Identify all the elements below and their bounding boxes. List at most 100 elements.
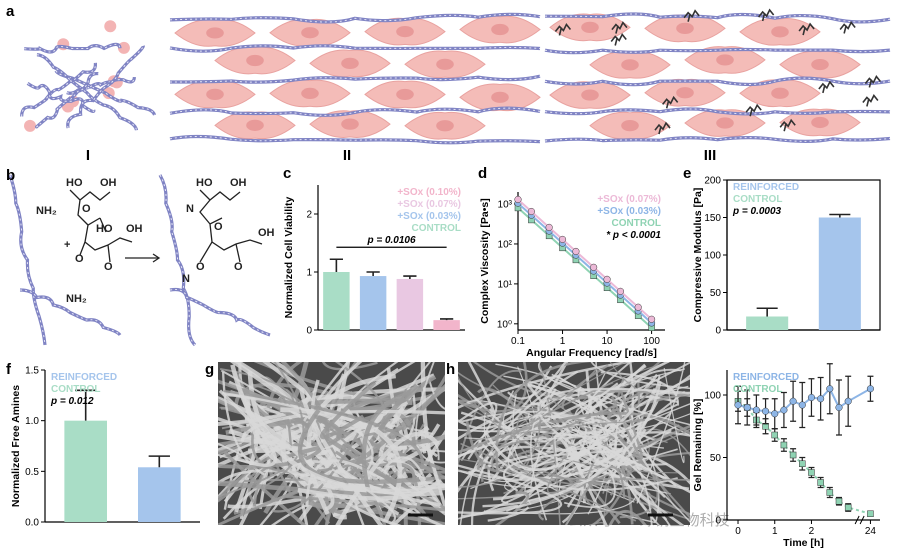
x-axis-label: Angular Frequency [rad/s] <box>526 347 657 359</box>
polymer-chain <box>544 12 891 24</box>
point <box>826 385 834 393</box>
point <box>817 479 824 486</box>
fiber <box>471 421 641 441</box>
fiber <box>458 369 522 468</box>
nucleus <box>716 54 734 66</box>
y-tick-label: 1.5 <box>25 366 39 377</box>
point <box>590 263 598 271</box>
polymer-chain <box>26 82 96 113</box>
polymer-chain-twist <box>19 289 121 336</box>
polymer-chain <box>544 47 891 55</box>
crosslinker <box>839 21 856 34</box>
y-axis-label: Normalized Cell Viability <box>283 196 295 318</box>
y-tick-label: 10³ <box>498 200 513 211</box>
legend-entry: +SOx (0.03%) <box>597 206 661 217</box>
nucleus <box>811 58 829 71</box>
legend-entry: REINFORCED <box>733 372 799 383</box>
chem-label: N <box>182 273 190 285</box>
point <box>634 303 642 311</box>
x-tick-label: 0.1 <box>511 336 525 347</box>
y-tick-label: 200 <box>704 176 721 187</box>
annotation: * p < 0.0001 <box>606 230 661 241</box>
fiber <box>569 403 690 450</box>
chem-label: O <box>104 261 113 273</box>
fiber <box>218 389 277 467</box>
y-axis-label: Compressive Modulus [Pa] <box>692 188 704 323</box>
polymer-chain-twist <box>67 45 144 129</box>
x-axis-label: Time [h] <box>783 537 824 549</box>
nucleus <box>621 59 639 71</box>
chem-label: OH <box>230 177 247 189</box>
point <box>752 406 760 414</box>
fiber <box>230 364 445 494</box>
fiber <box>483 457 631 489</box>
chem-label: NH₂ <box>36 205 57 217</box>
sem-image <box>458 362 690 525</box>
fiber <box>503 450 621 492</box>
legend-entry: CONTROL <box>733 384 782 395</box>
polymer-chain-twist <box>169 13 541 23</box>
y-tick-label: 1 <box>306 268 312 279</box>
fiber <box>458 375 678 474</box>
nucleus <box>811 116 829 129</box>
chemistry-scheme <box>69 189 263 263</box>
nucleus <box>676 87 694 99</box>
chem-label: OH <box>258 227 275 239</box>
nucleus <box>396 88 414 101</box>
fiber <box>592 415 654 475</box>
panel-label: b <box>6 167 15 184</box>
nucleus <box>341 118 359 130</box>
point <box>798 401 806 409</box>
point <box>867 510 874 517</box>
nucleus <box>301 27 319 39</box>
fiber <box>286 494 445 512</box>
particle <box>117 41 130 54</box>
x-tick-label: 24 <box>865 526 877 537</box>
chem-label: OH <box>126 223 143 235</box>
point <box>603 275 611 283</box>
polymer-chain-twist <box>159 174 196 346</box>
fiber <box>320 380 377 440</box>
nucleus <box>206 88 224 100</box>
polymer-chain-twist <box>169 135 541 144</box>
legend-entry: +SOx (0.10%) <box>397 187 461 198</box>
x-tick-label: 1 <box>772 526 778 537</box>
fiber <box>221 371 265 476</box>
nucleus <box>491 91 509 103</box>
schematic-label: I <box>86 147 90 164</box>
y-axis-label: Gel Remaining [%] <box>692 399 704 492</box>
fiber <box>335 431 440 525</box>
point <box>743 403 751 412</box>
polymer-chain-twist <box>169 75 541 83</box>
point <box>835 498 843 505</box>
crosslinker <box>745 103 762 117</box>
crosslinker <box>654 121 671 135</box>
polymer-chain-twist <box>24 43 121 53</box>
polymer-chain <box>544 76 891 87</box>
chem-label: HO <box>196 177 213 189</box>
fiber <box>223 389 425 470</box>
x-tick-label: 1 <box>560 336 566 347</box>
sem-image <box>218 362 445 525</box>
legend-entry: CONTROL <box>412 223 461 234</box>
fiber <box>563 469 616 508</box>
nucleus <box>676 22 694 34</box>
crosslinker <box>611 21 628 34</box>
error-bar <box>75 389 97 421</box>
crosslinker <box>862 94 879 107</box>
polymer-chain-twist <box>66 77 135 94</box>
error-bar <box>440 318 454 321</box>
fiber <box>467 362 496 414</box>
point <box>866 385 874 393</box>
fiber <box>537 387 690 445</box>
panel-label: a <box>6 3 15 20</box>
fiber <box>297 478 442 501</box>
fiber <box>321 362 378 371</box>
crosslinker <box>758 8 775 22</box>
point <box>648 315 656 323</box>
x-tick-label: 0 <box>735 526 741 537</box>
panel-label: d <box>478 165 487 182</box>
fiber <box>380 456 427 481</box>
series-line <box>517 207 653 329</box>
